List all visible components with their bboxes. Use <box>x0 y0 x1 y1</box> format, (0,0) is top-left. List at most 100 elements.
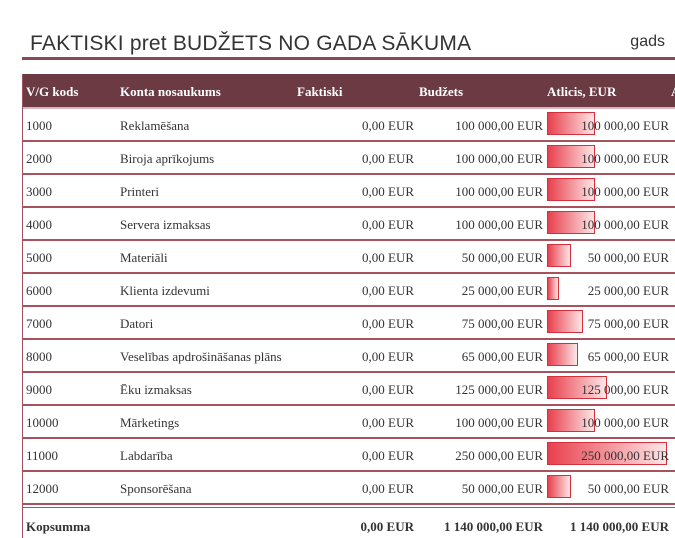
cell-account-name[interactable]: Servera izmaksas <box>120 217 211 232</box>
cell-actual[interactable]: 0,00 EUR <box>362 415 414 430</box>
cell-remaining[interactable]: 50 000,00 EUR <box>587 250 669 265</box>
table-row: 4000 Servera izmaksas 0,00 EUR 100 000,00 E… <box>23 208 675 241</box>
column-header-actual[interactable]: Faktiski <box>297 84 343 99</box>
table-row: 12000 Sponsorēšana 0,00 EUR 50 000,00 EUR 50… <box>23 472 675 505</box>
cell-account-name[interactable]: Biroja aprīkojums <box>120 151 215 166</box>
table-row: 1000 Reklamēšana 0,00 EUR 100 000,00 EUR 100… <box>23 109 675 142</box>
cell-budget[interactable]: 100 000,00 EUR <box>455 184 543 199</box>
cell-code[interactable]: 3000 <box>26 184 52 199</box>
cell-budget[interactable]: 250 000,00 EUR <box>455 448 543 463</box>
cell-actual[interactable]: 0,00 EUR <box>362 316 414 331</box>
remaining-data-bar <box>547 244 571 267</box>
remaining-data-bar <box>547 442 667 465</box>
cell-remaining[interactable]: 50 000,00 EUR <box>587 481 669 496</box>
column-header-code[interactable]: V/G kods <box>26 84 79 99</box>
cell-budget[interactable]: 100 000,00 EUR <box>455 151 543 166</box>
totals-row: Kopsumma 0,00 EUR 1 140 000,00 EUR 1 140… <box>23 507 675 538</box>
table-row: 6000 Klienta izdevumi 0,00 EUR 25 000,00 EU… <box>23 274 675 307</box>
cell-code[interactable]: 9000 <box>26 382 52 397</box>
cell-remaining[interactable]: 100 000,00 EUR <box>581 217 669 232</box>
cell-budget[interactable]: 50 000,00 EUR <box>461 481 543 496</box>
table-row: 9000 Ēku izmaksas 0,00 EUR 125 000,00 EUR 12… <box>23 373 675 406</box>
cell-budget[interactable]: 25 000,00 EUR <box>461 283 543 298</box>
cell-actual[interactable]: 0,00 EUR <box>362 250 414 265</box>
remaining-data-bar <box>547 145 595 168</box>
cell-code[interactable]: 4000 <box>26 217 52 232</box>
cell-remaining[interactable]: 25 000,00 EUR <box>587 283 669 298</box>
column-header-remaining[interactable]: Atlicis, EUR <box>547 84 617 99</box>
cell-actual[interactable]: 0,00 EUR <box>362 118 414 133</box>
table-row: 3000 Printeri 0,00 EUR 100 000,00 EUR 100 00… <box>23 175 675 208</box>
cell-actual[interactable]: 0,00 EUR <box>362 151 414 166</box>
totals-label: Kopsumma <box>26 519 91 534</box>
cell-code[interactable]: 8000 <box>26 349 52 364</box>
cell-actual[interactable]: 0,00 EUR <box>362 382 414 397</box>
totals-remaining: 1 140 000,00 EUR <box>570 519 669 534</box>
column-header-overflow[interactable]: A <box>671 84 675 100</box>
table-row: 8000 Veselības apdrošināšanas plāns 0,00 E… <box>23 340 675 373</box>
cell-budget[interactable]: 100 000,00 EUR <box>455 118 543 133</box>
table-row: 2000 Biroja aprīkojums 0,00 EUR 100 000,00 … <box>23 142 675 175</box>
remaining-data-bar <box>547 409 595 432</box>
cell-account-name[interactable]: Printeri <box>120 184 159 199</box>
column-header-name[interactable]: Konta nosaukums <box>120 84 221 99</box>
remaining-data-bar <box>547 475 571 498</box>
remaining-data-bar <box>547 310 583 333</box>
cell-remaining[interactable]: 100 000,00 EUR <box>581 118 669 133</box>
cell-budget[interactable]: 100 000,00 EUR <box>455 415 543 430</box>
cell-budget[interactable]: 50 000,00 EUR <box>461 250 543 265</box>
cell-account-name[interactable]: Mārketings <box>120 415 180 430</box>
cell-account-name[interactable]: Datori <box>120 316 154 331</box>
cell-actual[interactable]: 0,00 EUR <box>362 283 414 298</box>
table-header-row: V/G kods Konta nosaukums Faktiski Budžet… <box>23 74 675 109</box>
cell-remaining[interactable]: 65 000,00 EUR <box>587 349 669 364</box>
table-body: 1000 Reklamēšana 0,00 EUR 100 000,00 EUR 100… <box>23 109 675 505</box>
cell-actual[interactable]: 0,00 EUR <box>362 349 414 364</box>
cell-remaining[interactable]: 100 000,00 EUR <box>581 184 669 199</box>
remaining-data-bar <box>547 376 607 399</box>
table-row: 5000 Materiāli 0,00 EUR 50 000,00 EUR 50 000… <box>23 241 675 274</box>
cell-code[interactable]: 6000 <box>26 283 52 298</box>
cell-code[interactable]: 1000 <box>26 118 52 133</box>
table-row: 11000 Labdarība 0,00 EUR 250 000,00 EUR 250 … <box>23 439 675 472</box>
cell-budget[interactable]: 100 000,00 EUR <box>455 217 543 232</box>
remaining-data-bar <box>547 112 595 135</box>
cell-budget[interactable]: 125 000,00 EUR <box>455 382 543 397</box>
cell-code[interactable]: 7000 <box>26 316 52 331</box>
totals-actual: 0,00 EUR <box>360 519 414 534</box>
page-title: FAKTISKI pret BUDŽETS NO GADA SĀKUMA <box>30 32 472 55</box>
cell-actual[interactable]: 0,00 EUR <box>362 481 414 496</box>
cell-actual[interactable]: 0,00 EUR <box>362 184 414 199</box>
cell-account-name[interactable]: Materiāli <box>120 250 168 265</box>
cell-remaining[interactable]: 250 000,00 EUR <box>581 448 669 463</box>
remaining-data-bar <box>547 277 559 300</box>
totals-budget: 1 140 000,00 EUR <box>444 519 543 534</box>
cell-remaining[interactable]: 125 000,00 EUR <box>581 382 669 397</box>
cell-remaining[interactable]: 100 000,00 EUR <box>581 151 669 166</box>
cell-code[interactable]: 10000 <box>26 415 59 430</box>
column-header-budget[interactable]: Budžets <box>419 84 464 99</box>
cell-account-name[interactable]: Reklamēšana <box>120 118 190 133</box>
cell-code[interactable]: 12000 <box>26 481 59 496</box>
cell-code[interactable]: 11000 <box>26 448 59 463</box>
remaining-data-bar <box>547 178 595 201</box>
table-row: 7000 Datori 0,00 EUR 75 000,00 EUR 75 000,00… <box>23 307 675 340</box>
period-label: gads <box>630 33 665 50</box>
cell-account-name[interactable]: Veselības apdrošināšanas plāns <box>120 349 282 364</box>
cell-account-name[interactable]: Sponsorēšana <box>120 481 192 496</box>
remaining-data-bar <box>547 343 578 366</box>
cell-remaining[interactable]: 100 000,00 EUR <box>581 415 669 430</box>
cell-actual[interactable]: 0,00 EUR <box>362 448 414 463</box>
cell-remaining[interactable]: 75 000,00 EUR <box>587 316 669 331</box>
remaining-data-bar <box>547 211 595 234</box>
cell-code[interactable]: 2000 <box>26 151 52 166</box>
cell-code[interactable]: 5000 <box>26 250 52 265</box>
cell-account-name[interactable]: Labdarība <box>120 448 173 463</box>
cell-budget[interactable]: 65 000,00 EUR <box>461 349 543 364</box>
table-row: 10000 Mārketings 0,00 EUR 100 000,00 EUR 100… <box>23 406 675 439</box>
cell-account-name[interactable]: Ēku izmaksas <box>120 382 192 397</box>
cell-budget[interactable]: 75 000,00 EUR <box>461 316 543 331</box>
cell-actual[interactable]: 0,00 EUR <box>362 217 414 232</box>
cell-account-name[interactable]: Klienta izdevumi <box>120 283 210 298</box>
title-rule <box>22 57 675 60</box>
